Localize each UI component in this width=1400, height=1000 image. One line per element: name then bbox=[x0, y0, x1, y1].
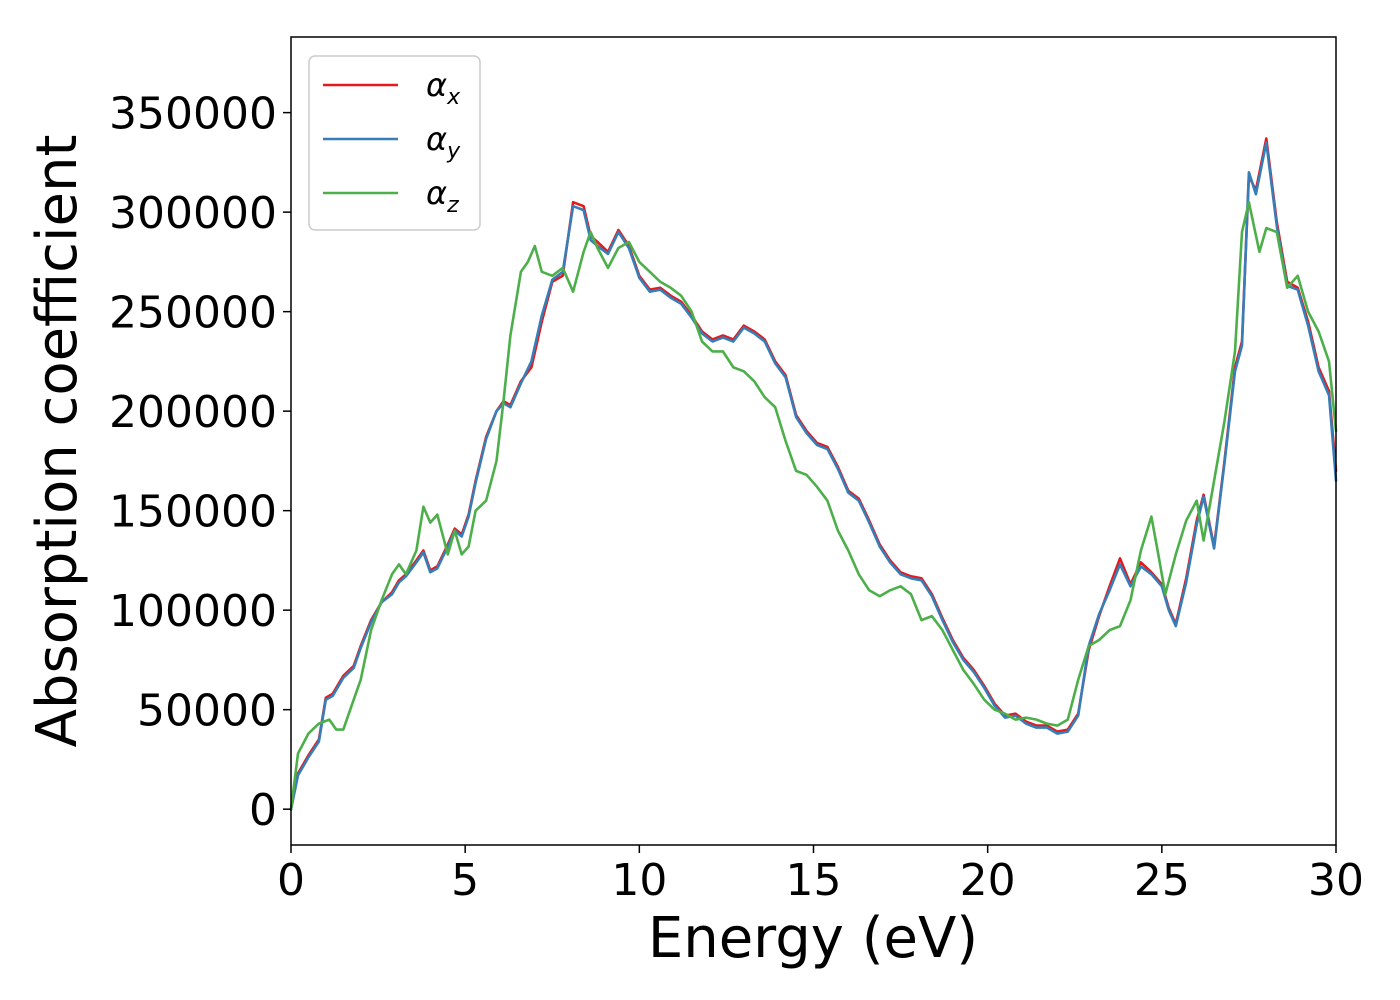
x-axis-label: Energy (eV) bbox=[648, 906, 978, 971]
x-tick-label: 10 bbox=[611, 855, 667, 906]
x-tick-label: 20 bbox=[960, 855, 1016, 906]
x-tick-label: 25 bbox=[1134, 855, 1190, 906]
series-lines bbox=[289, 137, 1338, 811]
series-line-z bbox=[289, 200, 1338, 811]
y-tick-label: 50000 bbox=[137, 686, 277, 737]
y-tick-label: 200000 bbox=[109, 387, 277, 438]
y-tick-label: 0 bbox=[249, 785, 277, 836]
legend-label-z: αz bbox=[426, 174, 459, 218]
legend: αx αy αz bbox=[308, 55, 481, 231]
x-axis-ticks: 0 5 10 15 20 25 30 bbox=[277, 845, 1364, 906]
y-axis-label: Absorption coefficient bbox=[25, 135, 90, 748]
x-tick-label: 0 bbox=[277, 855, 305, 906]
y-tick-label: 100000 bbox=[109, 586, 277, 637]
x-tick-label: 30 bbox=[1308, 855, 1364, 906]
y-tick-label: 350000 bbox=[109, 89, 277, 140]
legend-label-y: αy bbox=[426, 120, 461, 164]
y-tick-label: 150000 bbox=[109, 487, 277, 538]
y-tick-label: 250000 bbox=[109, 288, 277, 339]
x-tick-label: 5 bbox=[451, 855, 479, 906]
legend-label-x: αx bbox=[426, 66, 461, 110]
series-line-y bbox=[289, 141, 1338, 811]
legend-box bbox=[308, 55, 481, 231]
y-axis-ticks: 0 50000 100000 150000 200000 250000 300000 3500… bbox=[109, 89, 291, 836]
y-tick-label: 300000 bbox=[109, 188, 277, 239]
x-tick-label: 15 bbox=[786, 855, 842, 906]
